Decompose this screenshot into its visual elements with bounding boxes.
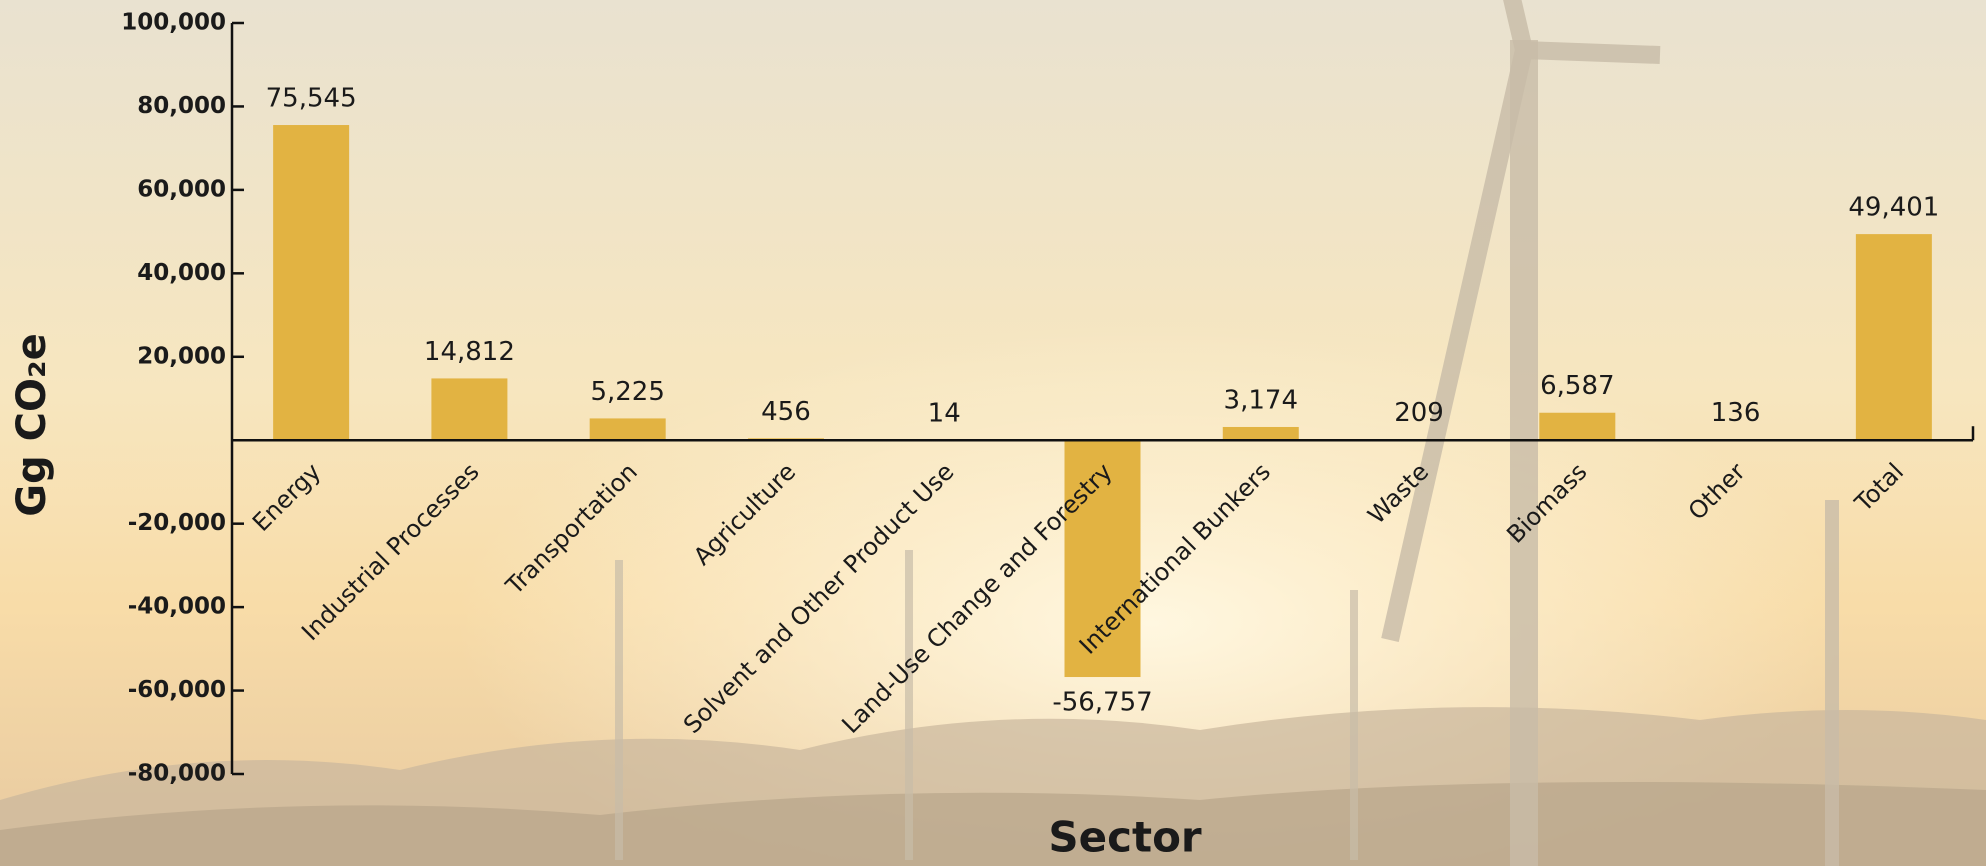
y-tick-label: -40,000 [128, 594, 226, 620]
value-label: 456 [761, 397, 811, 427]
value-label: 14,812 [424, 337, 515, 367]
value-label: -56,757 [1052, 688, 1152, 718]
y-tick-label: 20,000 [137, 343, 226, 369]
value-label: 209 [1394, 398, 1444, 428]
bar [1064, 440, 1141, 678]
y-tick-label: -60,000 [128, 677, 226, 703]
value-label: 3,174 [1224, 385, 1298, 415]
bar [589, 418, 666, 441]
x-axis-label: Sector [1048, 813, 1202, 862]
bar [1222, 426, 1299, 441]
value-label: 5,225 [590, 377, 664, 407]
bar [273, 125, 350, 441]
bar [1855, 234, 1932, 441]
value-label: 49,401 [1848, 193, 1939, 223]
y-tick-label: 60,000 [137, 176, 226, 202]
y-tick-label: -80,000 [128, 761, 226, 787]
y-tick-label: 100,000 [121, 10, 226, 36]
value-label: 75,545 [266, 84, 357, 114]
y-tick-label: -20,000 [128, 510, 226, 536]
bar [431, 378, 508, 441]
value-label: 6,587 [1540, 371, 1614, 401]
bar [1539, 412, 1616, 441]
y-tick-label: 80,000 [137, 93, 226, 119]
y-axis-label: Gg CO₂e [9, 333, 55, 516]
value-label: 136 [1711, 398, 1761, 428]
y-tick-label: 40,000 [137, 260, 226, 286]
value-label: 14 [928, 399, 961, 429]
